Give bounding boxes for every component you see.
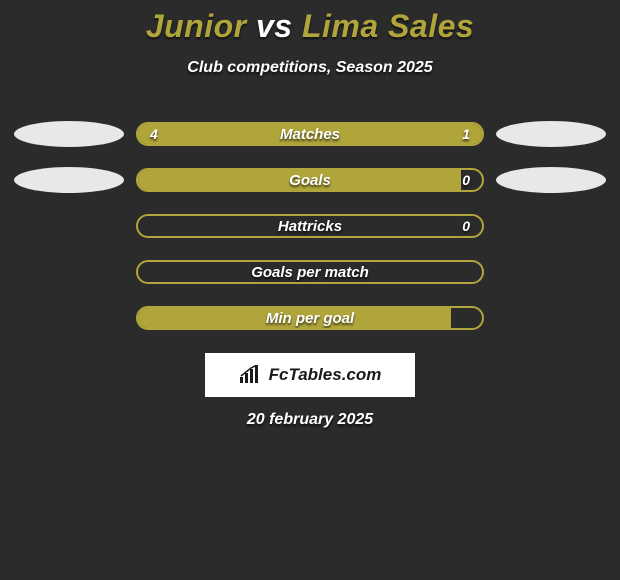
stat-label: Matches bbox=[138, 124, 482, 144]
player1-marker bbox=[14, 121, 124, 147]
player2-marker bbox=[496, 121, 606, 147]
comparison-row: Min per goal bbox=[0, 295, 620, 341]
stat-value-right: 0 bbox=[462, 170, 470, 190]
page-title: Junior vs Lima Sales bbox=[0, 8, 620, 45]
stat-bar: Matches4 1 bbox=[136, 122, 484, 146]
comparison-row: Hattricks0 bbox=[0, 203, 620, 249]
title-player2: Lima Sales bbox=[302, 8, 474, 44]
date-text: 20 february 2025 bbox=[0, 411, 620, 429]
comparison-row: Goals per match bbox=[0, 249, 620, 295]
stat-bar: Hattricks0 bbox=[136, 214, 484, 238]
stat-value-right: 0 bbox=[462, 216, 470, 236]
stat-bar: Goals per match bbox=[136, 260, 484, 284]
root: Junior vs Lima Sales Club competitions, … bbox=[0, 0, 620, 429]
comparison-row: Goals0 bbox=[0, 157, 620, 203]
stat-label: Goals bbox=[138, 170, 482, 190]
comparison-rows: Matches41Goals0Hattricks0Goals per match… bbox=[0, 111, 620, 341]
stat-bar: Min per goal bbox=[136, 306, 484, 330]
badge-wrap: FcTables.com bbox=[0, 353, 620, 397]
title-vs: vs bbox=[256, 8, 293, 44]
comparison-row: Matches4 1 bbox=[0, 111, 620, 157]
stat-value-right: 1 bbox=[462, 124, 470, 144]
source-badge: FcTables.com bbox=[205, 353, 415, 397]
stat-label: Min per goal bbox=[138, 308, 482, 328]
chart-bars-icon bbox=[239, 365, 263, 385]
stat-label: Hattricks bbox=[138, 216, 482, 236]
player1-marker bbox=[14, 167, 124, 193]
title-player1: Junior bbox=[146, 8, 247, 44]
badge-text: FcTables.com bbox=[269, 365, 382, 385]
stat-label: Goals per match bbox=[138, 262, 482, 282]
stat-value-left: 4 bbox=[150, 124, 158, 144]
stat-bar: Goals0 bbox=[136, 168, 484, 192]
subtitle: Club competitions, Season 2025 bbox=[0, 59, 620, 77]
player2-marker bbox=[496, 167, 606, 193]
